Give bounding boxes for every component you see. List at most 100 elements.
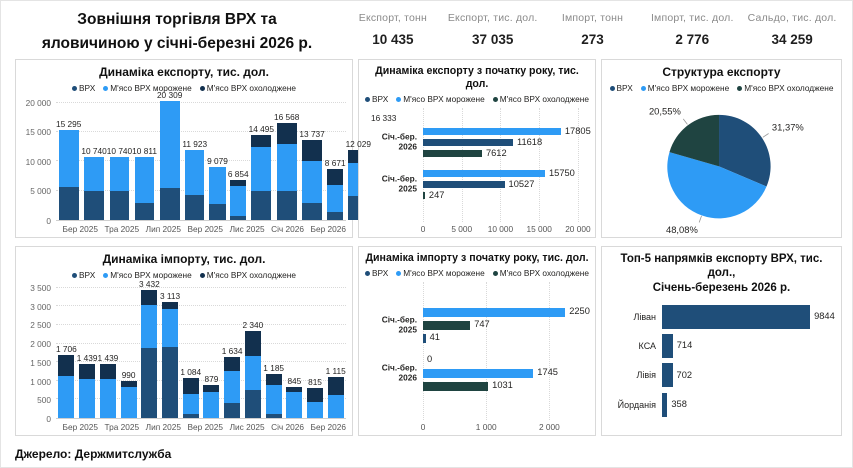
bar-chilled[interactable] bbox=[423, 381, 489, 391]
bar-slot: 10 740 bbox=[81, 97, 107, 220]
top5-bar[interactable] bbox=[662, 304, 811, 329]
bar-chilled[interactable] bbox=[423, 191, 425, 199]
bar-segment-frozen[interactable] bbox=[79, 378, 96, 418]
bar-segment-chilled[interactable] bbox=[327, 376, 344, 395]
bar-segment-chilled[interactable] bbox=[120, 381, 137, 387]
bar-row: КСА 714 bbox=[608, 333, 835, 358]
bar-row: 1745 bbox=[423, 368, 581, 378]
bar-segment-vrx[interactable] bbox=[141, 348, 158, 418]
bar-segment-frozen[interactable] bbox=[265, 384, 282, 415]
bar-chilled[interactable] bbox=[423, 149, 482, 157]
bar-vrx[interactable] bbox=[423, 333, 426, 343]
bar-frozen[interactable] bbox=[423, 127, 561, 135]
bar-segment-chilled[interactable] bbox=[302, 139, 322, 162]
bar-segment-vrx[interactable] bbox=[244, 389, 261, 418]
gridline bbox=[56, 398, 346, 400]
bar-segment-vrx[interactable] bbox=[251, 191, 272, 220]
kpi-value: 273 bbox=[581, 32, 604, 47]
bar-frozen[interactable] bbox=[423, 307, 566, 317]
bar-segment-frozen[interactable] bbox=[302, 161, 322, 204]
top5-bar[interactable] bbox=[662, 363, 673, 388]
bar-segment-frozen[interactable] bbox=[203, 392, 220, 418]
bar-segment-frozen[interactable] bbox=[141, 304, 158, 349]
bar-segment-frozen[interactable] bbox=[109, 157, 130, 192]
bar-segment-vrx[interactable] bbox=[209, 204, 226, 220]
bar-segment-vrx[interactable] bbox=[109, 191, 130, 220]
bar-row: 17805 bbox=[423, 126, 591, 135]
bar-segment-vrx[interactable] bbox=[58, 187, 79, 220]
bar-segment-chilled[interactable] bbox=[276, 122, 297, 144]
bar-segment-chilled[interactable] bbox=[99, 364, 116, 379]
bar-segment-vrx[interactable] bbox=[84, 191, 104, 220]
bar-segment-frozen[interactable] bbox=[58, 130, 79, 188]
bar-segment-vrx[interactable] bbox=[327, 212, 344, 220]
bar-segment-frozen[interactable] bbox=[244, 355, 261, 390]
bar-segment-chilled[interactable] bbox=[203, 385, 220, 393]
legend-label: М'ясо ВРХ охолоджене bbox=[206, 83, 296, 93]
bar-segment-vrx[interactable] bbox=[161, 347, 179, 418]
bar-chilled[interactable] bbox=[423, 320, 471, 330]
bar-segment-chilled[interactable] bbox=[286, 386, 303, 392]
pie-slice-chilled[interactable] bbox=[669, 114, 720, 167]
bar-segment-chilled[interactable] bbox=[306, 387, 324, 403]
bar-segment-vrx[interactable] bbox=[182, 413, 199, 418]
bar-segment-chilled[interactable] bbox=[224, 357, 241, 372]
bar-segment-frozen[interactable] bbox=[185, 150, 205, 196]
bar-value-label: 714 bbox=[676, 340, 693, 351]
legend-dot bbox=[365, 96, 370, 102]
bar-segment-frozen[interactable] bbox=[327, 184, 344, 213]
bar-segment-frozen[interactable] bbox=[161, 309, 179, 348]
y-axis-tick: 2 000 bbox=[30, 339, 51, 349]
bar-segment-chilled[interactable] bbox=[265, 373, 282, 385]
bar-segment-frozen[interactable] bbox=[327, 394, 344, 418]
bar-segment-vrx[interactable] bbox=[185, 195, 205, 220]
bar-segment-chilled[interactable] bbox=[79, 364, 96, 379]
bar-frozen[interactable] bbox=[423, 368, 534, 378]
bar-slot: 879 bbox=[201, 284, 222, 418]
x-axis: 0 5 000 10 000 15 000 20 000 bbox=[421, 222, 591, 234]
bar-segment-frozen[interactable] bbox=[251, 147, 272, 192]
bar-segment-frozen[interactable] bbox=[58, 375, 75, 418]
bar-segment-frozen[interactable] bbox=[230, 185, 247, 216]
bar-segment-frozen[interactable] bbox=[159, 101, 180, 189]
bar-segment-vrx[interactable] bbox=[302, 203, 322, 220]
bar-segment-chilled[interactable] bbox=[251, 135, 272, 148]
top5-bar[interactable] bbox=[662, 392, 668, 417]
bar-segment-vrx[interactable] bbox=[159, 188, 180, 220]
bar-segment-chilled[interactable] bbox=[244, 330, 261, 356]
bar-vrx[interactable] bbox=[423, 138, 513, 146]
bar-segment-vrx[interactable] bbox=[265, 414, 282, 418]
bar-segment-vrx[interactable] bbox=[276, 190, 297, 220]
bar-row: 1031 bbox=[423, 381, 581, 391]
bar-segment-chilled[interactable] bbox=[58, 354, 75, 376]
bar-segment-frozen[interactable] bbox=[134, 156, 155, 204]
bar-segment-frozen[interactable] bbox=[182, 394, 199, 414]
bar-segment-frozen[interactable] bbox=[99, 378, 116, 418]
top5-bar[interactable] bbox=[662, 333, 673, 358]
bar-vrx[interactable] bbox=[423, 180, 505, 188]
bar-segment-frozen[interactable] bbox=[306, 402, 324, 418]
bar-total-label: 8 671 bbox=[324, 158, 346, 169]
bar-segment-chilled[interactable] bbox=[141, 290, 158, 305]
bar-segment-frozen[interactable] bbox=[209, 166, 226, 205]
bar-segment-frozen[interactable] bbox=[286, 391, 303, 418]
bar-slot: 3 113 bbox=[160, 284, 181, 418]
bar-segment-frozen[interactable] bbox=[224, 371, 241, 404]
group-label: Січ.-бер. 2026 bbox=[381, 362, 417, 383]
bar-segment-frozen[interactable] bbox=[84, 157, 104, 192]
bar-segment-vrx[interactable] bbox=[134, 203, 155, 220]
bar-frozen[interactable] bbox=[423, 169, 545, 177]
bar-segment-chilled[interactable] bbox=[230, 179, 247, 186]
bar-segment-chilled[interactable] bbox=[182, 377, 199, 395]
bar-segment-vrx[interactable] bbox=[230, 215, 247, 220]
pie-slice-frozen[interactable] bbox=[667, 152, 767, 219]
bar-segment-chilled[interactable] bbox=[161, 302, 179, 310]
kpi-value: 2 776 bbox=[675, 32, 710, 47]
bar-segment-frozen[interactable] bbox=[276, 143, 297, 191]
pie-slice-vrx[interactable] bbox=[719, 114, 771, 187]
group-label: Січ.-бер. 2026 bbox=[381, 131, 417, 152]
bar-segment-frozen[interactable] bbox=[120, 386, 137, 418]
bar-segment-chilled[interactable] bbox=[327, 169, 344, 185]
bar-segment-vrx[interactable] bbox=[224, 403, 241, 418]
legend-dot bbox=[640, 85, 646, 91]
